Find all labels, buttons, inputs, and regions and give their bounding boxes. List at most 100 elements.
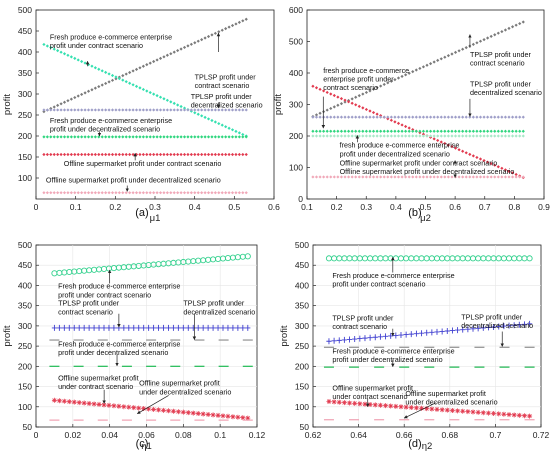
data-point	[100, 152, 104, 157]
data-point	[379, 115, 383, 119]
data-point	[364, 90, 369, 95]
annotation-text: Offline supermarket profit under contrac…	[64, 159, 222, 168]
data-point	[200, 108, 204, 112]
data-point	[45, 108, 49, 112]
data-point	[418, 115, 422, 119]
data-point	[155, 191, 159, 195]
data-point	[318, 134, 322, 138]
data-point	[318, 129, 322, 133]
data-point	[421, 129, 426, 133]
data-point	[80, 191, 84, 195]
data-point	[489, 129, 493, 133]
x-tick-label: 0.7	[489, 430, 501, 440]
data-point	[514, 129, 518, 133]
data-point	[362, 401, 368, 407]
data-point	[111, 324, 117, 331]
panel-caption: (d)	[408, 438, 421, 450]
data-point	[227, 152, 231, 157]
data-point	[311, 84, 315, 88]
data-point	[514, 23, 518, 27]
y-tick-label: 300	[289, 100, 303, 110]
data-point	[496, 31, 500, 35]
data-point	[329, 115, 333, 119]
data-point	[375, 115, 379, 119]
data-point	[400, 74, 404, 79]
data-point	[186, 152, 190, 157]
data-point	[56, 49, 60, 53]
data-point	[446, 115, 450, 119]
data-point	[73, 95, 77, 100]
data-point	[439, 57, 443, 61]
data-point	[104, 70, 108, 74]
x-tick-label: 0.08	[175, 430, 192, 440]
data-point	[489, 34, 493, 38]
data-point	[51, 397, 57, 403]
data-point	[396, 129, 401, 133]
annotation-4: fresh produce e-commerce enterpriseprofi…	[340, 135, 459, 158]
y-tick-label: 150	[18, 152, 32, 162]
annotation-text: profit under contract scenario	[58, 290, 151, 299]
data-point	[83, 191, 87, 195]
data-point	[189, 42, 193, 46]
data-point	[411, 134, 415, 138]
data-point	[124, 72, 128, 76]
data-point	[220, 28, 224, 32]
data-point	[86, 324, 92, 331]
data-point	[134, 84, 139, 88]
y-tick-label: 100	[18, 402, 32, 412]
data-point	[42, 191, 46, 195]
data-point	[514, 115, 518, 119]
annotation-text: profit under decentralized scenario	[332, 355, 442, 364]
data-point	[421, 132, 426, 136]
data-point	[377, 333, 384, 340]
data-point	[152, 108, 156, 112]
data-point	[428, 62, 433, 66]
data-point	[141, 324, 147, 331]
y-tick-label: 150	[18, 382, 32, 392]
data-point	[526, 255, 533, 262]
data-point	[507, 26, 511, 30]
data-point	[245, 324, 251, 331]
data-point	[90, 191, 94, 195]
data-point	[176, 152, 180, 157]
data-point	[162, 55, 166, 59]
data-point	[453, 146, 458, 150]
data-point	[434, 328, 440, 335]
data-point	[86, 89, 91, 93]
data-point	[361, 134, 365, 138]
data-point	[354, 95, 358, 99]
data-point	[436, 134, 440, 138]
data-point	[49, 45, 53, 50]
data-point	[450, 52, 454, 56]
data-point	[210, 324, 216, 331]
data-point	[468, 175, 472, 179]
data-point	[414, 129, 418, 133]
data-point	[368, 109, 372, 113]
data-point	[203, 191, 207, 195]
data-point	[217, 152, 221, 157]
data-point	[176, 103, 180, 107]
x-tick-label: 0.06	[138, 430, 155, 440]
data-point	[138, 66, 142, 70]
data-point	[346, 129, 351, 133]
data-point	[210, 191, 214, 195]
data-point	[521, 129, 525, 133]
data-point	[367, 334, 373, 341]
data-point	[148, 152, 152, 157]
data-point	[86, 191, 91, 195]
data-point	[475, 129, 479, 133]
data-point	[66, 399, 72, 405]
data-point	[165, 408, 171, 414]
data-point	[450, 134, 454, 138]
data-point	[151, 406, 157, 412]
data-point	[91, 401, 97, 407]
data-point	[325, 175, 329, 179]
data-point	[343, 175, 347, 179]
data-point	[136, 405, 142, 411]
data-point	[73, 191, 77, 195]
data-point	[364, 134, 369, 138]
data-point	[507, 129, 511, 133]
data-point	[510, 134, 515, 138]
data-point	[518, 21, 522, 26]
annotation-text: TPLSP profit under	[183, 299, 245, 308]
